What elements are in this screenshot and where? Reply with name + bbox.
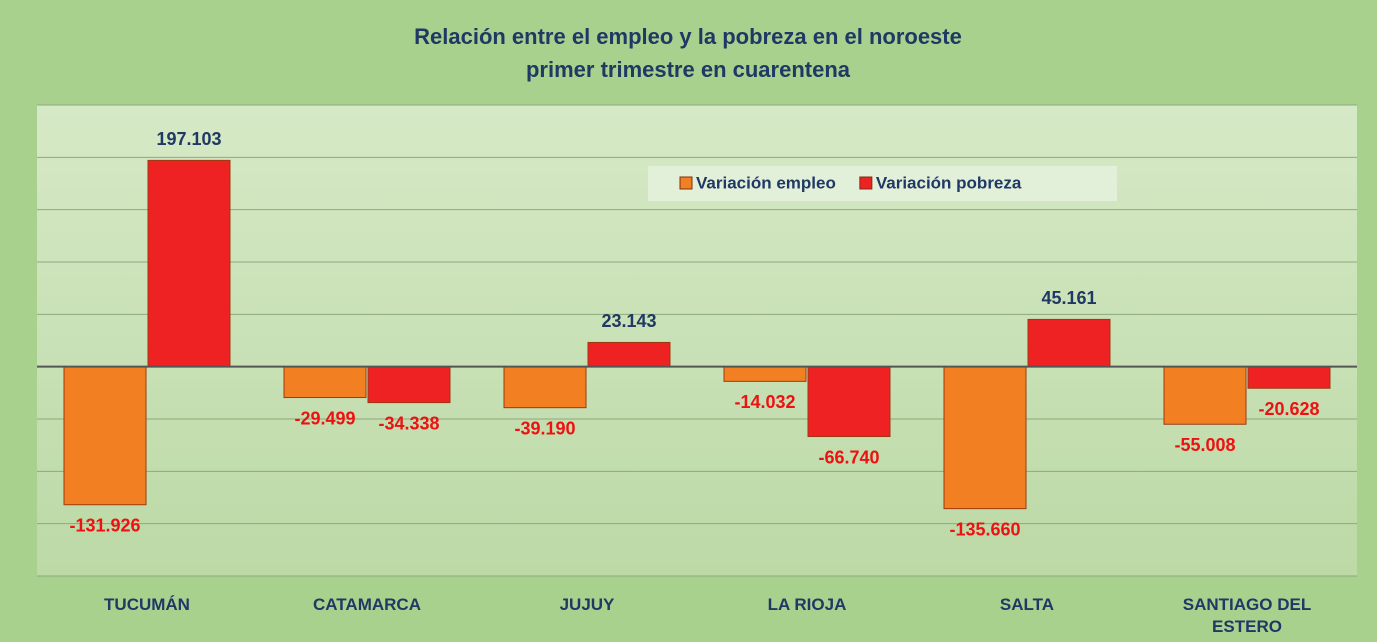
bar: [807, 366, 891, 438]
bar: [943, 366, 1027, 510]
data-label: -20.628: [1258, 399, 1319, 419]
bar: [1247, 366, 1331, 389]
x-tick-label: TUCUMÁN: [104, 595, 190, 614]
data-label: -39.190: [514, 418, 575, 438]
data-label: 45.161: [1041, 288, 1096, 308]
legend-box: [648, 166, 1117, 201]
bar: [147, 159, 231, 368]
bar: [723, 366, 807, 382]
data-label: -55.008: [1174, 435, 1235, 455]
data-label: -135.660: [949, 519, 1020, 539]
data-label: -14.032: [734, 392, 795, 412]
x-tick-label: CATAMARCA: [313, 595, 421, 614]
x-tick-label: SALTA: [999, 595, 1055, 614]
bar: [283, 366, 367, 399]
data-label: 23.143: [601, 311, 656, 331]
data-label: -131.926: [69, 515, 140, 535]
legend-label: Variación pobreza: [876, 173, 1022, 192]
bar: [503, 366, 587, 409]
bar: [367, 366, 451, 404]
data-label: -66.740: [818, 447, 879, 467]
legend-marker: [859, 176, 873, 190]
legend-marker: [679, 176, 693, 190]
x-tick-label: JUJUY: [559, 595, 615, 614]
bar: [1027, 318, 1111, 368]
x-tick-label: LA RIOJA: [767, 595, 847, 614]
data-label: 197.103: [156, 129, 221, 149]
chart-title: Relación entre el empleo y la pobreza en…: [414, 24, 962, 49]
bar: [587, 341, 671, 368]
bar: [1163, 366, 1247, 425]
data-label: -29.499: [294, 408, 355, 428]
legend-label: Variación empleo: [696, 173, 836, 192]
x-tick-label: SANTIAGO DEL ESTERO: [1182, 595, 1312, 636]
chart-subtitle: primer trimestre en cuarentena: [526, 57, 851, 82]
bar: [63, 366, 147, 506]
data-label: -34.338: [378, 413, 439, 433]
